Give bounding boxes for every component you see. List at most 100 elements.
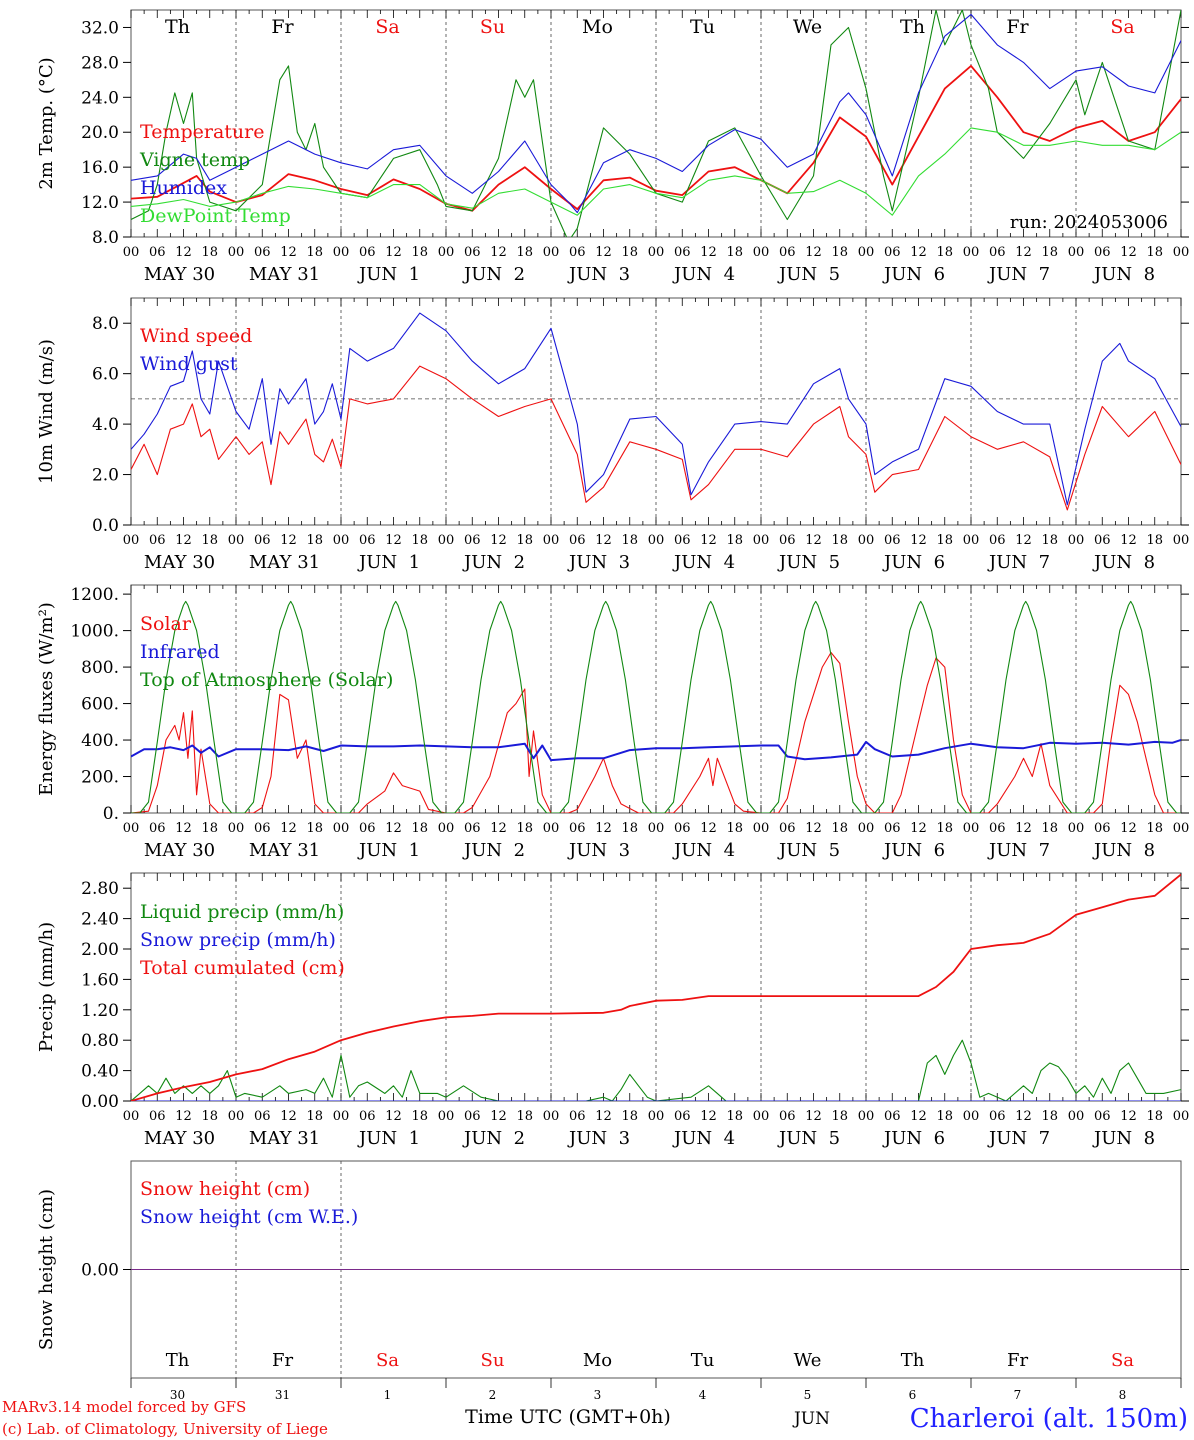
hour-tick-label: 06 (149, 245, 166, 260)
hour-tick-label: 18 (1146, 1109, 1163, 1124)
y-tick-label: 2.00 (81, 940, 119, 960)
hour-tick-label: 18 (516, 1109, 533, 1124)
y-tick-label: 200. (81, 768, 119, 788)
hour-tick-label: 18 (936, 533, 953, 548)
legend-entry: Total cumulated (cm) (140, 957, 345, 979)
hour-tick-label: 12 (1015, 1109, 1032, 1124)
hour-tick-label: 12 (175, 533, 192, 548)
hour-tick-label: 12 (805, 1109, 822, 1124)
day-name: Sa (1110, 16, 1134, 38)
hour-tick-label: 06 (254, 1109, 271, 1124)
hour-tick-label: 12 (385, 533, 402, 548)
date-label: MAY 30 (144, 264, 215, 285)
hour-tick-label: 06 (989, 1109, 1006, 1124)
hour-tick-label: 18 (1041, 821, 1058, 836)
bottom-day-name: Fr (1007, 1350, 1028, 1371)
hour-tick-label: 06 (989, 533, 1006, 548)
hour-tick-label: 12 (700, 533, 717, 548)
x-axis-label: Time UTC (GMT+0h) (465, 1406, 671, 1428)
hour-tick-label: 18 (201, 533, 218, 548)
hour-tick-label: 00 (963, 533, 980, 548)
hour-tick-label: 06 (149, 533, 166, 548)
hour-tick-label: 18 (306, 245, 323, 260)
hour-tick-label: 12 (280, 245, 297, 260)
hour-tick-label: 18 (411, 821, 428, 836)
hour-tick-label: 00 (648, 245, 665, 260)
y-tick-label: 1.20 (81, 1001, 119, 1021)
hour-tick-label: 12 (1015, 821, 1032, 836)
date-label: JUN 2 (462, 264, 525, 285)
hour-tick-label: 18 (1041, 1109, 1058, 1124)
hour-tick-label: 06 (359, 245, 376, 260)
hour-tick-label: 06 (359, 1109, 376, 1124)
series-line-2 (131, 10, 1181, 237)
panel-3: 0. 200. 400. 600. 800. 1000. 1200. Energy fluxe… (36, 584, 1189, 861)
date-label: JUN 5 (777, 264, 840, 285)
hour-tick-label: 00 (648, 821, 665, 836)
series-line-3 (131, 13, 1181, 214)
hour-tick-label: 00 (543, 1109, 560, 1124)
hour-tick-label: 06 (254, 821, 271, 836)
hour-tick-label: 18 (306, 821, 323, 836)
panel-4: 0.00 0.40 0.80 1.20 1.60 2.00 2.40 2.80 Precip (… (36, 872, 1189, 1149)
y-tick-label: 2.40 (81, 910, 119, 930)
date-label: JUN 8 (1092, 840, 1155, 861)
legend-entry: DewPoint Temp (140, 205, 291, 227)
date-label: JUN 8 (1092, 264, 1155, 285)
day-name: Sa (375, 16, 399, 38)
panels: 8.012.016.020.024.028.032.02m Temp. (°C)… (36, 9, 1189, 1402)
run-label: run: 2024053006 (1010, 212, 1168, 233)
hour-tick-label: 06 (884, 821, 901, 836)
hour-tick-label: 06 (569, 533, 586, 548)
date-label: JUN 3 (567, 264, 630, 285)
day-number: 7 (1014, 1388, 1022, 1402)
hour-tick-label: 00 (438, 245, 455, 260)
hour-tick-label: 00 (858, 245, 875, 260)
day-number: 3 (594, 1388, 602, 1402)
hour-tick-label: 12 (175, 821, 192, 836)
hour-tick-label: 18 (831, 245, 848, 260)
hour-tick-label: 12 (1015, 533, 1032, 548)
y-tick-label: 0.00 (81, 1261, 119, 1281)
hour-tick-label: 12 (910, 1109, 927, 1124)
hour-tick-label: 18 (726, 533, 743, 548)
hour-tick-label: 00 (1068, 245, 1085, 260)
station-label: Charleroi (alt. 150m) (910, 1404, 1188, 1434)
hour-tick-label: 00 (648, 1109, 665, 1124)
hour-tick-label: 12 (1120, 245, 1137, 260)
hour-tick-label: 00 (333, 245, 350, 260)
y-tick-label: 1200. (70, 585, 119, 605)
hour-tick-label: 00 (753, 1109, 770, 1124)
hour-tick-label: 18 (726, 1109, 743, 1124)
hour-tick-label: 00 (753, 821, 770, 836)
panel-5: 0.00 Snow height (cm) Snow height (cm) Snow… (36, 1160, 1189, 1402)
hour-tick-label: 18 (831, 821, 848, 836)
hour-tick-label: 06 (464, 1109, 481, 1124)
bottom-day-name: Mo (583, 1350, 612, 1371)
series-line-1 (131, 65, 1181, 212)
y-tick-label: 32.0 (81, 18, 119, 38)
hour-tick-label: 12 (490, 533, 507, 548)
hour-tick-label: 06 (464, 533, 481, 548)
hour-tick-label: 00 (648, 533, 665, 548)
hour-tick-label: 00 (438, 1109, 455, 1124)
hour-tick-label: 00 (753, 245, 770, 260)
day-name: Fr (1006, 16, 1029, 38)
bottom-day-name: Tu (691, 1350, 715, 1371)
hour-tick-label: 18 (201, 245, 218, 260)
hour-tick-label: 12 (490, 821, 507, 836)
hour-tick-label: 12 (175, 245, 192, 260)
hour-tick-label: 06 (779, 821, 796, 836)
legend-entry: Top of Atmosphere (Solar) (140, 669, 393, 691)
footer-credit-line2: (c) Lab. of Climatology, University of L… (2, 1420, 328, 1438)
legend-entry: Snow height (cm) (140, 1178, 310, 1200)
day-number: 8 (1119, 1388, 1127, 1402)
hour-tick-label: 06 (359, 533, 376, 548)
hour-tick-label: 12 (805, 821, 822, 836)
y-tick-label: 800. (81, 658, 119, 678)
date-label: JUN 2 (462, 1128, 525, 1149)
y-tick-label: 2.80 (81, 879, 119, 899)
bottom-day-name: Fr (272, 1350, 293, 1371)
hour-tick-label: 18 (411, 533, 428, 548)
